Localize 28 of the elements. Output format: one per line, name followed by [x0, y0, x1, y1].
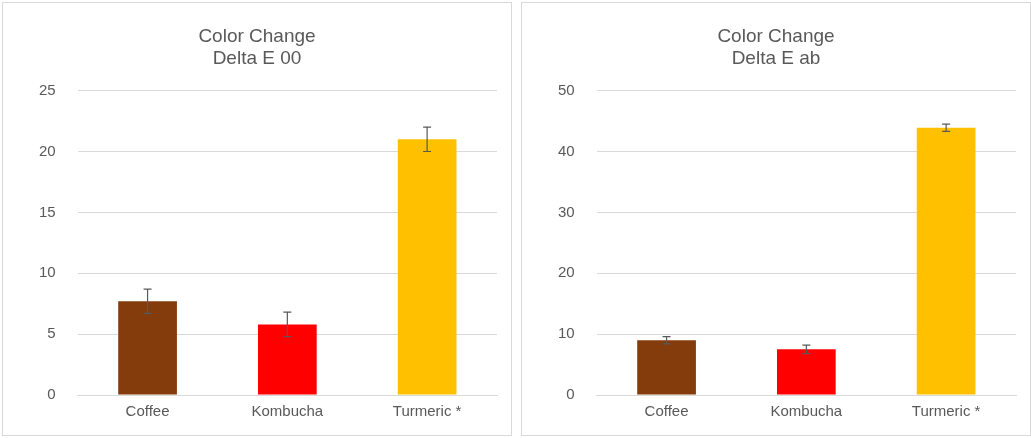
y-tick-label: 5 [47, 324, 56, 342]
y-tick-label: 20 [558, 263, 575, 281]
bar [257, 324, 317, 395]
y-tick-label: 30 [558, 202, 575, 220]
text: Color Change [198, 24, 316, 46]
y-tick-label: 0 [566, 385, 575, 403]
x-tick-label: Turmeric * [392, 402, 462, 420]
bar [637, 340, 696, 395]
text: Delta E 00 [212, 47, 302, 69]
bar [118, 301, 177, 395]
x-tick-label: Kombucha [770, 402, 843, 420]
x-tick-label: Turmeric * [911, 402, 981, 420]
x-tick-label: Kombucha [251, 402, 324, 420]
y-tick-label: 0 [47, 385, 56, 403]
y-tick-label: 20 [39, 141, 56, 159]
x-tick-label: Coffee [644, 402, 689, 420]
y-tick-label: 25 [39, 80, 56, 98]
text: Delta E ab [731, 47, 821, 69]
bar [916, 127, 976, 395]
y-tick-label: 10 [39, 263, 56, 281]
y-tick-label: 40 [558, 141, 575, 159]
y-tick-label: 10 [558, 324, 575, 342]
x-tick-label: Coffee [125, 402, 170, 420]
y-tick-label: 50 [558, 80, 575, 98]
y-tick-label: 15 [39, 202, 56, 220]
bar [776, 349, 836, 395]
text: Color Change [717, 24, 835, 46]
bar [397, 139, 457, 395]
